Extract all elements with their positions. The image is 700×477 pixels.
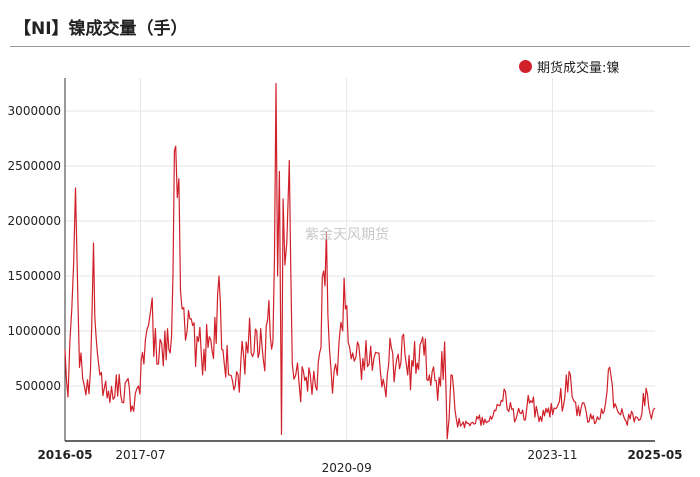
watermark: 紫金天风期货 — [305, 227, 389, 243]
series-line — [64, 82, 656, 440]
y-tick-label: 2500000 — [8, 159, 61, 173]
x-tick-label: 2016-05 — [37, 448, 92, 462]
chart-title: 【NI】镍成交量（手） — [14, 19, 188, 39]
y-tick-label: 500000 — [15, 379, 61, 393]
y-tick-label: 1500000 — [8, 269, 61, 283]
y-tick-label: 2000000 — [8, 214, 61, 228]
legend-label: 期货成交量:镍 — [537, 61, 620, 76]
legend-marker-icon — [519, 60, 532, 73]
y-tick-label: 3000000 — [8, 104, 61, 118]
x-axis: 2016-05 2017-07 2020-09 2023-11 2025-05 — [37, 440, 683, 475]
grid-lines — [65, 78, 655, 441]
plot-area — [64, 82, 656, 440]
title-divider — [10, 46, 690, 47]
x-tick-label: 2025-05 — [627, 448, 682, 462]
legend[interactable]: 期货成交量:镍 — [519, 57, 619, 76]
x-tick-label: 2020-09 — [322, 461, 372, 475]
x-tick-label: 2017-07 — [115, 448, 165, 462]
x-tick-label: 2023-11 — [527, 448, 577, 462]
y-tick-label: 1000000 — [8, 324, 61, 338]
y-axis: 500000 1000000 1500000 2000000 2500000 300000… — [8, 78, 66, 441]
